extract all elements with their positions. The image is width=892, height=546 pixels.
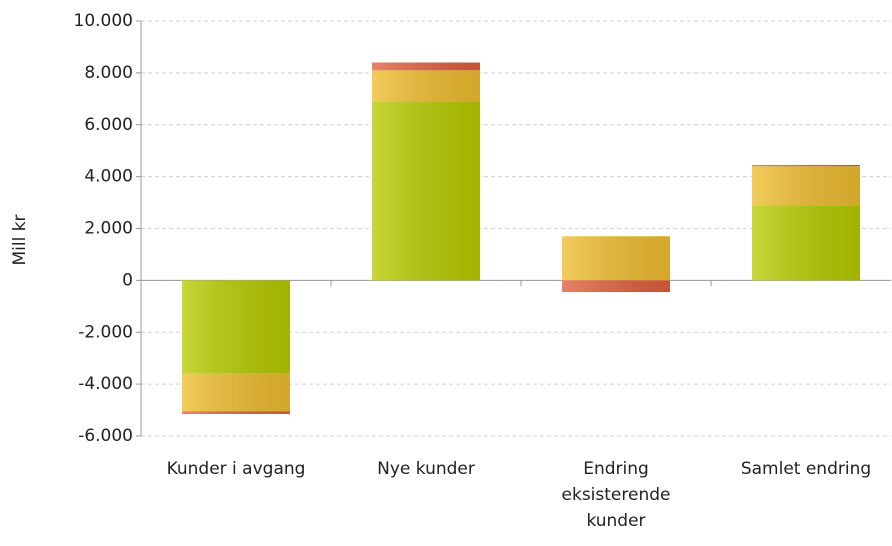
y-tick-label: 6.000 (84, 115, 133, 135)
y-tick-label: 10.000 (74, 11, 133, 31)
bar-shade (372, 70, 480, 102)
bar-shade (752, 205, 860, 281)
x-tick-label: Endring eksisterende kunder (561, 459, 671, 531)
y-axis-label: Mill kr (10, 214, 30, 265)
bar-shade (752, 164, 860, 167)
x-tick-label: Nye kunder (377, 459, 475, 479)
bar-shade (182, 411, 290, 414)
bar-shade (562, 280, 670, 293)
bar-shade (182, 373, 290, 412)
bar-shade (752, 166, 860, 206)
bar-shade (182, 280, 290, 374)
y-tick-label: -4.000 (78, 374, 133, 394)
bar-shade (562, 236, 670, 281)
x-tick-label: Samlet endring (740, 459, 872, 479)
y-tick-label: 4.000 (84, 167, 133, 187)
x-tick-label: Kunder i avgang (166, 459, 306, 479)
bar-shade (372, 62, 480, 71)
y-tick-label: 2.000 (84, 219, 133, 239)
y-tick-label: -2.000 (78, 322, 133, 342)
y-tick-label: -6.000 (78, 426, 133, 446)
y-tick-label: 8.000 (84, 63, 133, 83)
y-tick-label: 0 (122, 270, 133, 290)
bar-shade (372, 101, 480, 281)
